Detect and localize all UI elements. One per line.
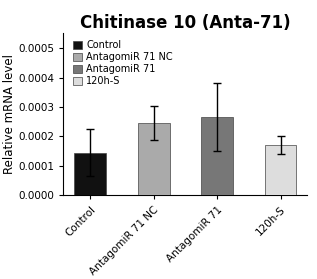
Legend: Control, AntagomiR 71 NC, AntagomiR 71, 120h-S: Control, AntagomiR 71 NC, AntagomiR 71, …	[71, 38, 175, 88]
Title: Chitinase 10 (Anta-71): Chitinase 10 (Anta-71)	[80, 14, 291, 32]
Y-axis label: Relative mRNA level: Relative mRNA level	[3, 54, 16, 174]
Bar	[265, 145, 296, 195]
Bar	[74, 153, 106, 195]
Bar	[201, 117, 233, 195]
Bar	[138, 123, 170, 195]
